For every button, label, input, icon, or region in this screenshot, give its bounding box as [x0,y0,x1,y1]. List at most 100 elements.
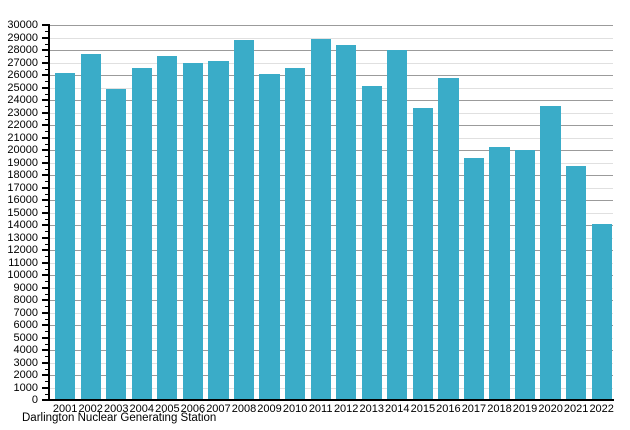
y-tick-label: 22000 [7,119,38,131]
bar-2013 [361,86,382,400]
y-tick-minor [44,43,48,45]
bar-2007 [208,60,229,400]
x-tick-label: 2009 [257,403,282,415]
y-tick-major [42,274,48,276]
x-tick-label: 2020 [538,403,563,415]
bar-2001 [55,73,76,400]
y-tick-major [42,399,48,401]
y-tick-minor [44,81,48,83]
y-tick-major [42,361,48,364]
x-tick-label: 2018 [487,403,512,415]
bar-2006 [182,62,204,400]
x-tick-label: 2010 [282,403,308,415]
x-tick-label: 2006 [180,403,206,415]
y-tick-label: 9000 [13,281,38,294]
chart-caption: Darlington Nuclear Generating Station [22,412,217,424]
y-tick-minor [44,31,48,33]
x-tick-label: 2013 [359,403,384,415]
x-tick-label: 2007 [206,403,231,415]
y-tick-label: 11000 [8,256,38,269]
y-axis [48,24,50,401]
y-tick-major [42,149,48,151]
y-tick-label: 0 [31,394,38,406]
x-tick-label: 2005 [155,403,180,415]
gridline [48,37,613,39]
y-tick-minor [44,256,48,258]
y-tick-label: 13000 [7,231,38,244]
y-tick-minor [44,93,48,95]
y-tick-minor [44,168,48,170]
y-tick-label: 7000 [13,306,38,319]
y-tick-label: 12000 [7,244,38,256]
y-tick-label: 14000 [7,219,38,231]
y-tick-major [42,249,48,251]
bar-2020 [540,105,561,400]
y-tick-minor [44,381,48,383]
bar-2005 [157,56,178,400]
y-tick-minor [44,143,48,145]
bar-2018 [489,146,510,400]
y-tick-label: 27000 [7,56,38,69]
x-tick-label: 2008 [231,403,257,415]
y-tick-label: 25000 [7,81,38,94]
y-tick-minor [44,193,48,195]
y-tick-label: 28000 [7,44,38,56]
y-tick-major [42,374,48,376]
x-tick-label: 2021 [563,403,589,415]
y-tick-major [42,349,48,351]
y-tick-major [42,286,48,289]
y-tick-major [42,124,48,126]
y-tick-minor [44,56,48,58]
y-tick-minor [44,343,48,345]
y-tick-label: 23000 [7,106,38,119]
y-tick-minor [44,243,48,245]
y-tick-minor [44,331,48,333]
y-tick-major [42,111,48,114]
y-tick-minor [44,68,48,70]
y-tick-major [42,74,48,76]
bar-2015 [412,107,433,400]
y-tick-minor [44,118,48,120]
y-tick-label: 19000 [7,156,38,169]
bar-2004 [131,68,152,400]
x-tick-label: 2022 [589,403,614,415]
x-tick-label: 2015 [410,403,436,415]
x-tick-label: 2019 [512,403,538,415]
y-tick-label: 1000 [13,381,38,394]
y-tick-major [42,211,48,214]
y-tick-major [42,311,48,314]
y-tick-label: 4000 [13,344,38,356]
y-tick-minor [44,268,48,270]
bar-2008 [233,40,255,400]
x-tick-label: 2012 [333,403,359,415]
y-tick-major [42,86,48,89]
y-tick-minor [44,393,48,395]
bar-2019 [514,150,536,400]
y-tick-label: 24000 [7,94,38,106]
x-tick-label: 2016 [436,403,461,415]
bar-2016 [438,78,459,400]
y-tick-minor [44,218,48,220]
y-tick-major [42,136,48,139]
y-tick-major [42,299,48,301]
y-tick-label: 30000 [7,19,38,31]
plot-area [48,25,613,400]
y-tick-major [42,61,48,64]
y-tick-major [42,36,48,39]
y-tick-label: 6000 [13,319,38,331]
y-tick-major [42,236,48,239]
x-tick-label: 2002 [78,403,103,415]
y-tick-major [42,261,48,264]
y-tick-minor [44,181,48,183]
y-tick-minor [44,293,48,295]
y-tick-major [42,161,48,164]
y-tick-minor [44,156,48,158]
y-tick-label: 21000 [7,131,38,144]
y-tick-label: 3000 [13,356,38,369]
bar-2011 [310,38,331,400]
y-tick-label: 16000 [7,194,38,206]
bar-2012 [336,45,357,400]
y-tick-minor [44,206,48,208]
y-tick-label: 18000 [7,169,38,181]
bar-2009 [259,73,280,400]
